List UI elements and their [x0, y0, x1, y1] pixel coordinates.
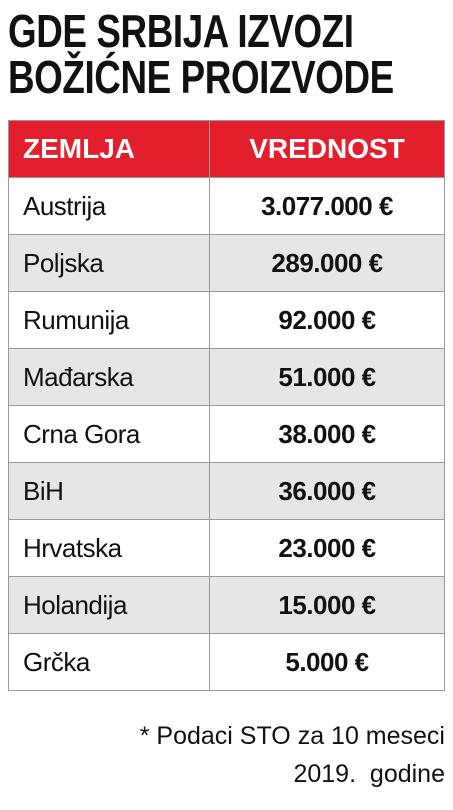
- column-header: ZEMLJA: [8, 120, 210, 178]
- country-cell: BiH: [8, 462, 210, 520]
- table-row: Grčka 5.000 €: [8, 633, 445, 691]
- column-header: VREDNOST: [209, 120, 445, 178]
- table-row: Holandija 15.000 €: [8, 576, 445, 634]
- header-row: ZEMLJA VREDNOST: [8, 120, 445, 178]
- value-cell: 5.000 €: [209, 633, 445, 691]
- country-cell: Mađarska: [8, 348, 210, 406]
- table-row: Austrija 3.077.000 €: [8, 177, 445, 235]
- country-cell: Crna Gora: [8, 405, 210, 463]
- title-line: GDE SRBIJA IZVOZI: [8, 5, 354, 57]
- country-cell: Hrvatska: [8, 519, 210, 577]
- table-row: Poljska 289.000 €: [8, 234, 445, 292]
- value-cell: 92.000 €: [209, 291, 445, 349]
- value-cell: 23.000 €: [209, 519, 445, 577]
- value-cell: 36.000 €: [209, 462, 445, 520]
- table-row: Mađarska 51.000 €: [8, 348, 445, 406]
- value-cell: 3.077.000 €: [209, 177, 445, 235]
- export-table: ZEMLJA VREDNOST Austrija 3.077.000 € Poljs…: [8, 120, 445, 691]
- title-line: BOŽIĆNE PROIZVODE: [8, 51, 394, 103]
- country-cell: Austrija: [8, 177, 210, 235]
- country-cell: Rumunija: [8, 291, 210, 349]
- footnote-line: * Podaci STO za 10 meseci: [139, 722, 445, 750]
- table-row: Crna Gora 38.000 €: [8, 405, 445, 463]
- country-cell: Grčka: [8, 633, 210, 691]
- footnote-line: 2019. godine: [293, 760, 445, 788]
- table-row: Rumunija 92.000 €: [8, 291, 445, 349]
- value-cell: 38.000 €: [209, 405, 445, 463]
- table-body: Austrija 3.077.000 € Poljska 289.000 € Rumun…: [8, 177, 445, 691]
- value-cell: 51.000 €: [209, 348, 445, 406]
- country-cell: Poljska: [8, 234, 210, 292]
- value-cell: 15.000 €: [209, 576, 445, 634]
- table-row: BiH 36.000 €: [8, 462, 445, 520]
- country-cell: Holandija: [8, 576, 210, 634]
- value-cell: 289.000 €: [209, 234, 445, 292]
- table-row: Hrvatska 23.000 €: [8, 519, 445, 577]
